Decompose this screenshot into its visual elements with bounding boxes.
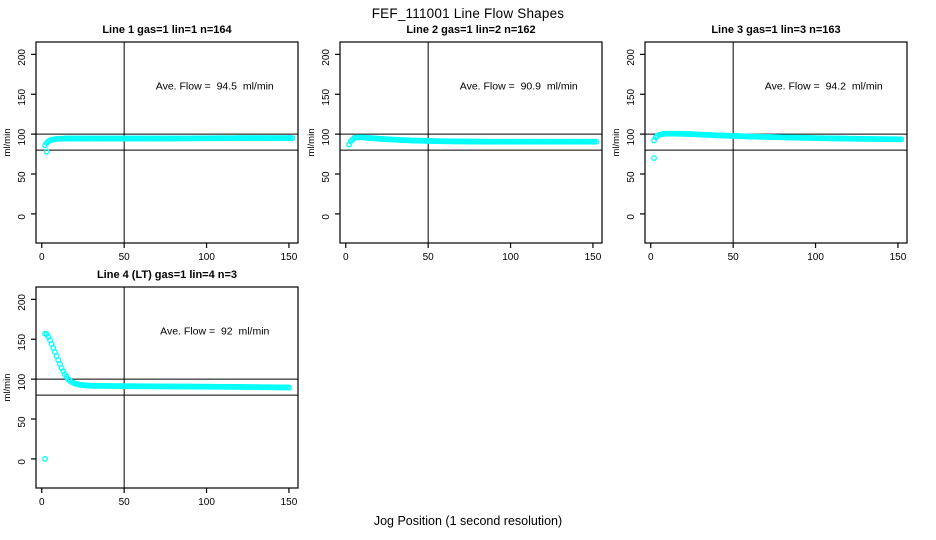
svg-text:0: 0: [648, 252, 654, 263]
svg-text:50: 50: [728, 252, 740, 263]
subplot-line2-chart: 0 50 100 150 0 50 100 150 200 ml/min Ave. Flow = 9…: [306, 41, 603, 263]
x-axis-label: Jog Position (1 second resolution): [373, 514, 563, 528]
y-axis-ticks: 0 50 100 150 200: [321, 49, 340, 220]
plot-box: [339, 41, 603, 244]
svg-text:100: 100: [17, 373, 28, 390]
svg-text:0: 0: [343, 252, 349, 263]
plot-box: [35, 286, 299, 489]
y-axis-title: ml/min: [306, 129, 317, 157]
data-points: [346, 134, 600, 148]
data-points: [42, 135, 296, 155]
svg-text:100: 100: [502, 252, 519, 263]
svg-text:50: 50: [119, 497, 131, 508]
plot-box: [644, 41, 908, 244]
svg-text:150: 150: [281, 497, 298, 508]
ave-flow-annotation: Ave. Flow = 92 ml/min: [160, 325, 269, 337]
ave-flow-annotation: Ave. Flow = 94.5 ml/min: [156, 80, 274, 92]
svg-text:0: 0: [17, 214, 28, 220]
subplot-line4-title: Line 4 (LT) gas=1 lin=4 n=3: [96, 269, 238, 281]
ave-flow-annotation: Ave. Flow = 90.9 ml/min: [460, 80, 578, 92]
svg-text:150: 150: [281, 252, 298, 263]
svg-text:100: 100: [626, 128, 637, 145]
svg-text:100: 100: [198, 497, 215, 508]
svg-text:150: 150: [585, 252, 602, 263]
svg-text:150: 150: [626, 88, 637, 105]
y-axis-title: ml/min: [2, 129, 13, 157]
svg-text:0: 0: [39, 497, 45, 508]
svg-text:0: 0: [626, 214, 637, 220]
y-axis-title: ml/min: [611, 129, 622, 157]
svg-text:100: 100: [17, 128, 28, 145]
ave-flow-annotation: Ave. Flow = 94.2 ml/min: [765, 80, 883, 92]
y-axis-title: ml/min: [2, 374, 13, 402]
svg-text:150: 150: [890, 252, 907, 263]
subplot-line1: Line 1 gas=1 lin=1 n=164 0 50 100 150 0 50 100…: [0, 24, 312, 272]
svg-text:0: 0: [39, 252, 45, 263]
data-points: [651, 130, 905, 162]
svg-text:150: 150: [17, 333, 28, 350]
subplot-line4-chart: 0 50 100 150 0 50 100 150 200 ml/min Ave. Flow = 9…: [2, 286, 299, 508]
svg-text:200: 200: [626, 49, 637, 66]
svg-text:100: 100: [198, 252, 215, 263]
svg-text:50: 50: [17, 416, 28, 428]
svg-text:200: 200: [17, 49, 28, 66]
x-axis-ticks: 0 50 100 150: [39, 243, 298, 263]
y-axis-ticks: 0 50 100 150 200: [626, 49, 645, 220]
svg-text:100: 100: [321, 128, 332, 145]
x-axis-ticks: 0 50 100 150: [648, 243, 907, 263]
x-axis-ticks: 0 50 100 150: [39, 488, 298, 508]
svg-text:50: 50: [17, 171, 28, 183]
svg-text:0: 0: [321, 214, 332, 220]
outlier-point: [42, 455, 49, 462]
svg-text:200: 200: [321, 49, 332, 66]
y-axis-ticks: 0 50 100 150 200: [17, 294, 36, 465]
svg-text:150: 150: [17, 88, 28, 105]
outlier-point: [651, 155, 658, 162]
svg-text:50: 50: [423, 252, 435, 263]
subplot-line3-title: Line 3 gas=1 lin=3 n=163: [711, 24, 841, 36]
svg-text:150: 150: [321, 88, 332, 105]
subplot-line2-title: Line 2 gas=1 lin=2 n=162: [406, 24, 536, 36]
subplot-line4: Line 4 (LT) gas=1 lin=4 n=3 0 50 100 150 0 50…: [0, 269, 312, 517]
svg-text:50: 50: [321, 171, 332, 183]
page-title: FEF_111001 Line Flow Shapes: [371, 6, 565, 21]
reference-lines: [645, 42, 907, 243]
outlier-point: [43, 148, 50, 155]
svg-text:200: 200: [17, 294, 28, 311]
y-axis-ticks: 0 50 100 150 200: [17, 49, 36, 220]
svg-text:0: 0: [17, 459, 28, 465]
data-points: [42, 330, 292, 462]
subplot-line3-chart: 0 50 100 150 0 50 100 150 200 ml/min Ave. Flow = 9…: [611, 41, 908, 263]
subplot-line1-chart: 0 50 100 150 0 50 100 150 200 ml/min Ave. Flow = 9…: [2, 41, 299, 263]
subplot-line2: Line 2 gas=1 lin=2 n=162 0 50 100 150 0 50 100…: [304, 24, 616, 272]
svg-text:50: 50: [119, 252, 131, 263]
plot-box: [35, 41, 299, 244]
x-axis-ticks: 0 50 100 150: [343, 243, 602, 263]
reference-lines: [36, 42, 298, 243]
subplot-line1-title: Line 1 gas=1 lin=1 n=164: [102, 24, 232, 36]
subplot-line3: Line 3 gas=1 lin=3 n=163 0 50 100 150 0 50 100…: [609, 24, 921, 272]
svg-text:100: 100: [807, 252, 824, 263]
svg-text:50: 50: [626, 171, 637, 183]
